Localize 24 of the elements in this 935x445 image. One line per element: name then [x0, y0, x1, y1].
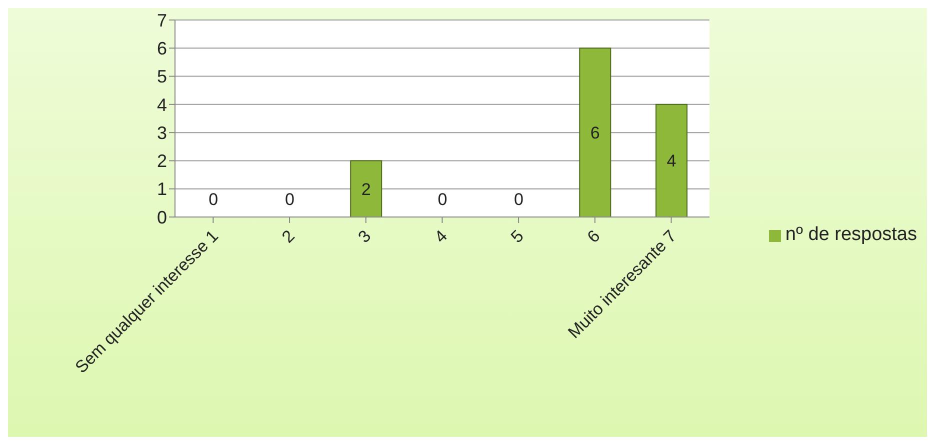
x-tick-label: 3 [354, 226, 375, 247]
data-label: 0 [514, 190, 524, 209]
data-label: 0 [208, 190, 218, 209]
y-tick-label: 6 [156, 38, 167, 59]
data-label: 0 [285, 190, 294, 209]
y-tick-label: 3 [156, 122, 167, 143]
data-label: 6 [590, 124, 600, 143]
data-label: 2 [361, 180, 371, 199]
bar [579, 48, 612, 217]
y-tick-label: 2 [156, 151, 167, 172]
y-tick-label: 1 [156, 179, 167, 200]
data-label: 4 [666, 152, 676, 171]
x-tick-label: 2 [278, 226, 298, 247]
x-tick-label: 5 [507, 226, 528, 247]
bar [655, 104, 688, 217]
x-tick-label: 4 [430, 226, 452, 247]
y-tick-label: 4 [156, 94, 167, 115]
data-label: 0 [438, 190, 448, 209]
x-tick-label: 6 [584, 226, 604, 247]
y-tick-label: 7 [156, 10, 167, 30]
y-tick-label: 0 [156, 207, 167, 228]
bar [350, 160, 382, 217]
legend-label: nº de respostas [785, 224, 917, 245]
y-tick-label: 5 [156, 66, 167, 87]
